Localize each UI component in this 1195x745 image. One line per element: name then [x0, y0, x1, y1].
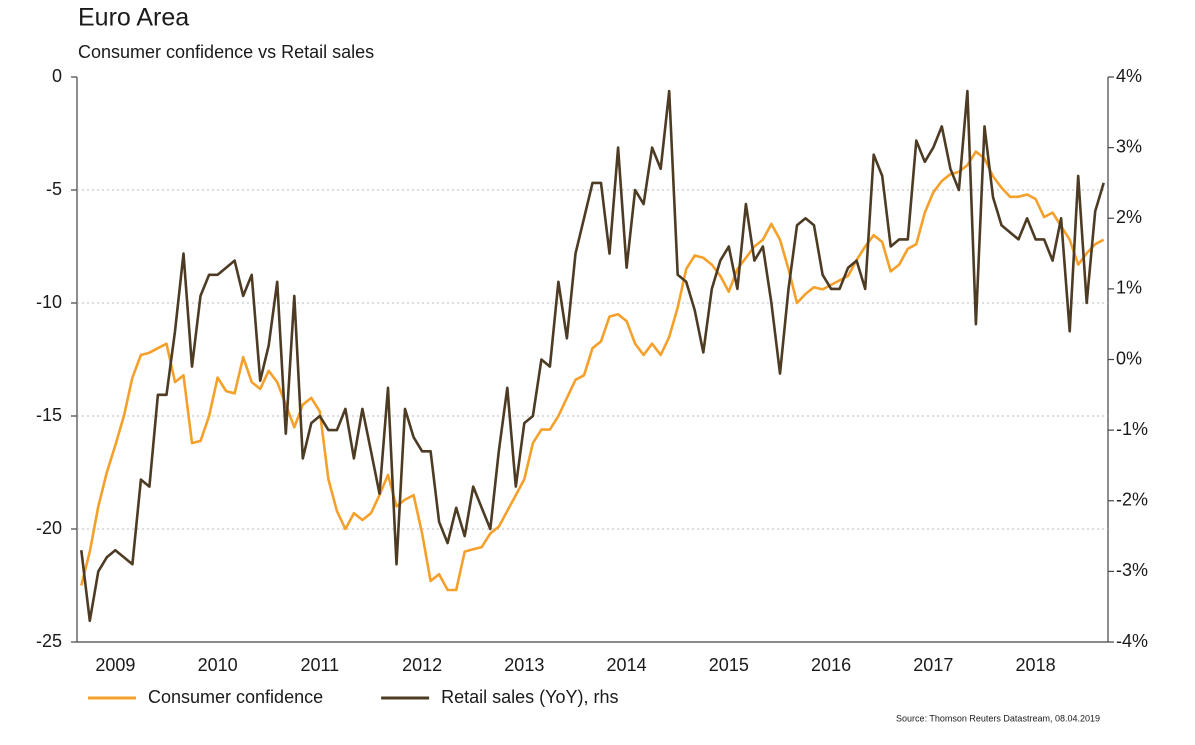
y2-tick-label: -2% — [1116, 490, 1148, 510]
x-tick-label: 2012 — [402, 655, 442, 675]
legend-label: Retail sales (YoY), rhs — [441, 687, 618, 707]
y-tick-label: -20 — [36, 518, 62, 538]
x-tick-label: 2016 — [811, 655, 851, 675]
source-note: Source: Thomson Reuters Datastream, 08.0… — [896, 713, 1100, 723]
y2-tick-label: 0% — [1116, 348, 1142, 368]
x-tick-label: 2011 — [300, 655, 339, 675]
y2-tick-label: 4% — [1116, 66, 1142, 86]
y-tick-label: -25 — [36, 631, 62, 651]
series-line — [80, 150, 1105, 592]
x-tick-label: 2018 — [1016, 655, 1056, 675]
x-tick-label: 2009 — [95, 655, 135, 675]
series-line — [80, 89, 1105, 623]
x-tick-label: 2010 — [198, 655, 238, 675]
chart-title: Euro Area — [78, 4, 189, 32]
y2-tick-label: -3% — [1116, 560, 1148, 580]
y-tick-label: 0 — [52, 66, 62, 86]
y2-tick-label: -4% — [1116, 631, 1148, 651]
x-tick-label: 2017 — [913, 655, 953, 675]
x-tick-label: 2015 — [709, 655, 749, 675]
legend-label: Consumer confidence — [148, 687, 323, 707]
y-tick-label: -10 — [36, 292, 62, 312]
y2-tick-label: 1% — [1116, 278, 1142, 298]
x-tick-label: 2013 — [504, 655, 544, 675]
x-tick-label: 2014 — [607, 655, 647, 675]
y-tick-label: -15 — [36, 405, 62, 425]
chart-subtitle: Consumer confidence vs Retail sales — [78, 42, 374, 62]
y-tick-label: -5 — [46, 179, 62, 199]
y2-tick-label: -1% — [1116, 419, 1148, 439]
y2-tick-label: 2% — [1116, 207, 1142, 227]
y2-tick-label: 3% — [1116, 136, 1142, 156]
